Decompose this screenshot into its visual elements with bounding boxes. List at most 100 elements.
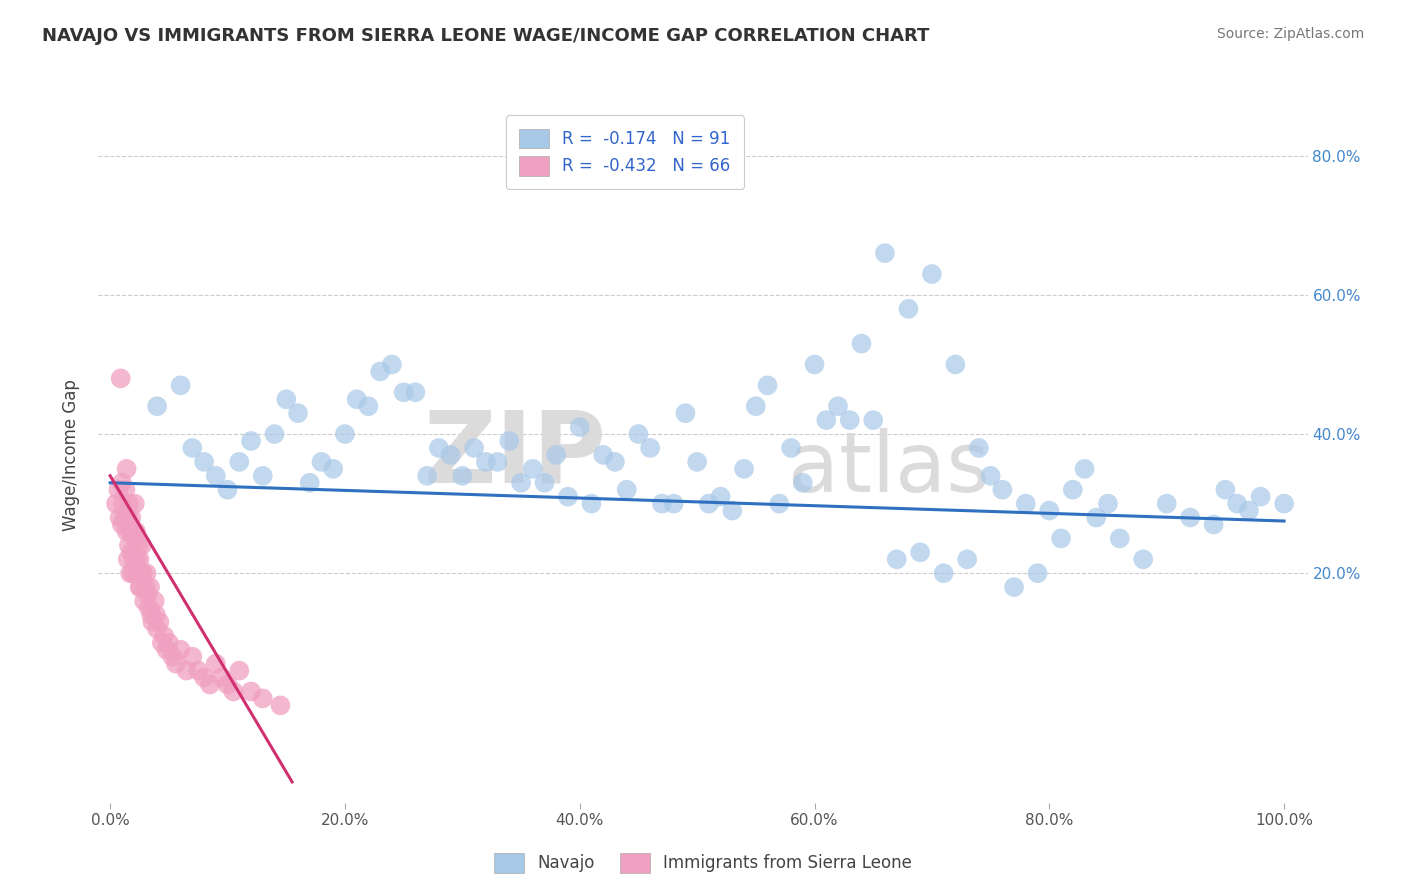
Point bbox=[217, 483, 239, 497]
Point bbox=[269, 698, 291, 713]
Point bbox=[603, 455, 626, 469]
Text: Source: ZipAtlas.com: Source: ZipAtlas.com bbox=[1216, 27, 1364, 41]
Point bbox=[181, 441, 204, 455]
Point bbox=[121, 566, 143, 581]
Point bbox=[276, 392, 298, 407]
Point bbox=[120, 510, 142, 524]
Point bbox=[117, 552, 139, 566]
Point bbox=[873, 246, 896, 260]
Point bbox=[108, 510, 131, 524]
Point bbox=[991, 483, 1014, 497]
Point bbox=[150, 636, 173, 650]
Point bbox=[127, 538, 149, 552]
Point bbox=[1038, 503, 1060, 517]
Point bbox=[145, 607, 167, 622]
Point bbox=[416, 468, 439, 483]
Point bbox=[322, 462, 344, 476]
Point bbox=[111, 475, 134, 490]
Point bbox=[240, 434, 263, 448]
Point bbox=[110, 371, 132, 385]
Point bbox=[193, 455, 215, 469]
Point bbox=[112, 497, 135, 511]
Point bbox=[187, 664, 209, 678]
Point bbox=[146, 622, 169, 636]
Point bbox=[673, 406, 696, 420]
Point bbox=[114, 483, 136, 497]
Point bbox=[404, 385, 426, 400]
Y-axis label: Wage/Income Gap: Wage/Income Gap bbox=[62, 379, 80, 531]
Point bbox=[956, 552, 979, 566]
Point bbox=[1237, 503, 1260, 517]
Legend: R =  -0.174   N = 91, R =  -0.432   N = 66: R = -0.174 N = 91, R = -0.432 N = 66 bbox=[506, 115, 744, 189]
Point bbox=[131, 566, 153, 581]
Point bbox=[118, 538, 141, 552]
Text: ZIP: ZIP bbox=[423, 407, 606, 503]
Point bbox=[181, 649, 204, 664]
Point bbox=[193, 671, 215, 685]
Point bbox=[1180, 510, 1202, 524]
Point bbox=[111, 517, 134, 532]
Point bbox=[115, 462, 138, 476]
Point bbox=[1073, 462, 1095, 476]
Point bbox=[546, 448, 568, 462]
Point bbox=[662, 497, 685, 511]
Point bbox=[165, 657, 187, 671]
Point bbox=[721, 503, 744, 517]
Point bbox=[115, 524, 138, 539]
Point bbox=[381, 358, 404, 372]
Point bbox=[198, 677, 221, 691]
Point bbox=[1226, 497, 1249, 511]
Point bbox=[780, 441, 803, 455]
Point bbox=[533, 475, 555, 490]
Point bbox=[135, 566, 157, 581]
Text: atlas: atlas bbox=[787, 428, 990, 509]
Point bbox=[627, 427, 650, 442]
Point bbox=[139, 580, 162, 594]
Point bbox=[486, 455, 509, 469]
Point bbox=[169, 378, 191, 392]
Point bbox=[1272, 497, 1295, 511]
Point bbox=[745, 399, 768, 413]
Point bbox=[932, 566, 955, 581]
Point bbox=[112, 510, 135, 524]
Point bbox=[1026, 566, 1049, 581]
Point bbox=[131, 538, 153, 552]
Point bbox=[638, 441, 661, 455]
Point bbox=[1156, 497, 1178, 511]
Point bbox=[392, 385, 415, 400]
Point bbox=[169, 642, 191, 657]
Point bbox=[510, 475, 533, 490]
Point bbox=[263, 427, 285, 442]
Point bbox=[815, 413, 838, 427]
Point bbox=[252, 468, 274, 483]
Point bbox=[155, 642, 177, 657]
Point bbox=[651, 497, 673, 511]
Point bbox=[298, 475, 321, 490]
Point bbox=[117, 510, 139, 524]
Point bbox=[733, 462, 755, 476]
Point bbox=[228, 664, 250, 678]
Point bbox=[105, 497, 128, 511]
Point bbox=[1085, 510, 1108, 524]
Point bbox=[1250, 490, 1272, 504]
Point bbox=[838, 413, 860, 427]
Point bbox=[128, 580, 150, 594]
Point bbox=[886, 552, 908, 566]
Point bbox=[148, 615, 170, 629]
Point bbox=[136, 587, 159, 601]
Point bbox=[120, 566, 142, 581]
Point bbox=[1132, 552, 1154, 566]
Point bbox=[686, 455, 709, 469]
Point bbox=[792, 475, 814, 490]
Point bbox=[118, 497, 141, 511]
Point bbox=[557, 490, 579, 504]
Point bbox=[120, 545, 142, 559]
Point bbox=[427, 441, 450, 455]
Point bbox=[980, 468, 1002, 483]
Point bbox=[568, 420, 591, 434]
Point bbox=[1050, 532, 1073, 546]
Point bbox=[1097, 497, 1119, 511]
Point bbox=[124, 497, 146, 511]
Point bbox=[908, 545, 931, 559]
Point bbox=[211, 671, 233, 685]
